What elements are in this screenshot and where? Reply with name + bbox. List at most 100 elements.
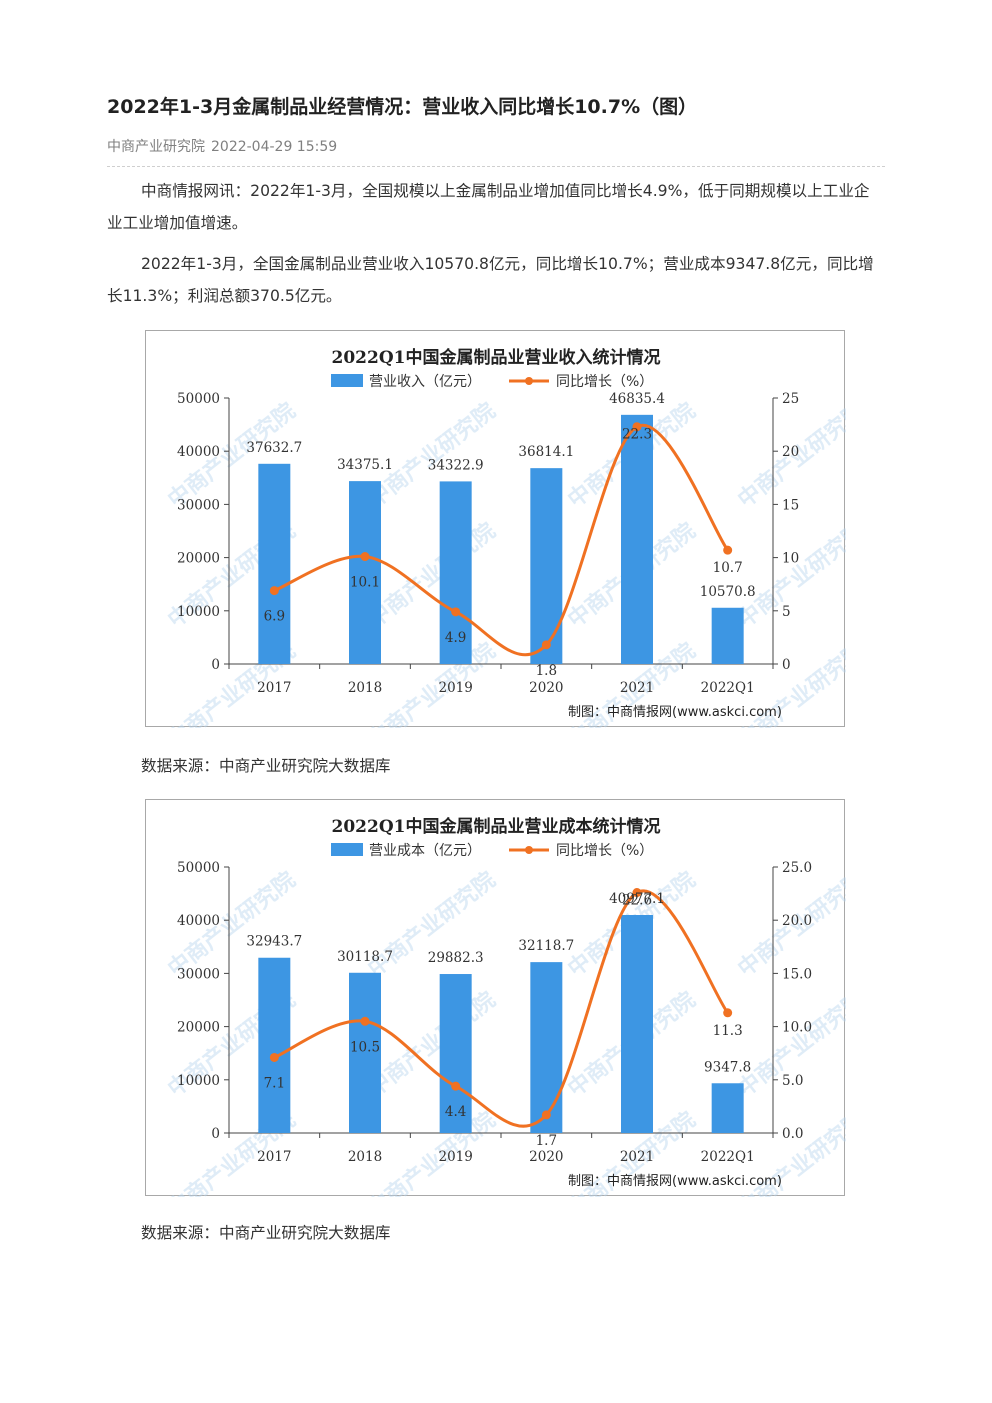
- bar: [439, 481, 472, 664]
- y-right-tick-label: 25: [782, 391, 799, 407]
- line-data-label: 1.7: [536, 1133, 557, 1149]
- bar: [621, 414, 653, 664]
- growth-point: [360, 552, 370, 562]
- y-left-tick-label: 10000: [177, 1073, 220, 1089]
- bar: [711, 607, 744, 664]
- chart-title: 2022Q1中国金属制品业营业成本统计情况: [332, 816, 661, 837]
- line-data-label: 4.9: [445, 630, 466, 646]
- legend-marker-line: [525, 846, 533, 854]
- bar-data-label: 40977.1: [609, 891, 665, 907]
- y-right-tick-label: 15: [782, 497, 799, 513]
- growth-point: [451, 607, 461, 617]
- bar-data-label: 34375.1: [337, 457, 393, 473]
- line-data-label: 22.6: [622, 893, 652, 909]
- x-tick-label: 2021: [620, 680, 654, 696]
- chart-title: 2022Q1中国金属制品业营业收入统计情况: [332, 347, 661, 368]
- chart-legend: 营业成本（亿元） 同比增长（%）: [331, 843, 653, 859]
- legend-label-bar: 营业成本（亿元）: [369, 843, 481, 859]
- watermark-9: 中商产业研究院: [363, 638, 500, 728]
- growth-point: [632, 888, 642, 898]
- growth-point: [632, 422, 642, 432]
- y-right-tick-label: 0.0: [782, 1126, 803, 1142]
- bar-data-label: 36814.1: [518, 444, 574, 460]
- line-data-label: 4.4: [445, 1104, 466, 1120]
- growth-point: [541, 1110, 551, 1120]
- x-tick-label: 2019: [438, 1149, 472, 1165]
- line-data-label: 22.3: [622, 427, 652, 443]
- y-right-tick-label: 5: [782, 604, 791, 620]
- y-left-tick-label: 40000: [177, 913, 220, 929]
- line-data-label: 10.5: [350, 1039, 380, 1055]
- y-left-tick-label: 30000: [177, 966, 220, 982]
- bar-data-label: 9347.8: [704, 1059, 751, 1075]
- bar-data-label: 34322.9: [428, 457, 484, 473]
- legend-marker-line: [525, 377, 533, 385]
- growth-point: [269, 586, 279, 596]
- bar: [349, 481, 381, 664]
- y-left-tick-label: 20000: [177, 551, 220, 567]
- bar-data-label: 30118.7: [337, 949, 393, 965]
- y-left-tick-label: 20000: [177, 1020, 220, 1036]
- bar: [258, 463, 291, 664]
- line-data-label: 10.1: [350, 575, 380, 591]
- legend-swatch-bar: [331, 374, 363, 387]
- y-right-tick-label: 10: [782, 551, 799, 567]
- x-tick-label: 2017: [257, 680, 291, 696]
- y-left-tick-label: 50000: [177, 391, 220, 407]
- source-name[interactable]: 中商产业研究院: [107, 139, 205, 155]
- growth-point: [269, 1052, 279, 1062]
- y-right-tick-label: 25.0: [782, 860, 812, 876]
- watermark-5: 中商产业研究院: [363, 987, 500, 1102]
- line-data-label: 6.9: [264, 609, 285, 625]
- x-tick-label: 2022Q1: [701, 680, 755, 696]
- y-left-tick-label: 0: [211, 1126, 220, 1142]
- y-right-tick-label: 20.0: [782, 913, 812, 929]
- bar-data-label: 37632.7: [246, 440, 302, 456]
- y-left-tick-label: 10000: [177, 604, 220, 620]
- bar-data-label: 29882.3: [428, 950, 484, 966]
- line-data-label: 11.3: [713, 1023, 743, 1039]
- paragraph-figures: 2022年1-3月，全国金属制品业营业收入10570.8亿元，同比增长10.7%…: [107, 255, 874, 305]
- divider: [107, 166, 885, 167]
- watermark-5: 中商产业研究院: [363, 518, 500, 633]
- y-right-tick-label: 20: [782, 444, 799, 460]
- bar-data-label: 46835.4: [609, 391, 665, 407]
- article-meta: 中商产业研究院 2022-04-29 15:59: [107, 136, 337, 156]
- legend-label-line: 同比增长（%）: [556, 843, 653, 859]
- x-tick-label: 2021: [620, 1149, 654, 1165]
- bar: [530, 468, 563, 664]
- x-tick-label: 2018: [348, 1149, 382, 1165]
- revenue-chart: 中商产业研究院 中商产业研究院 中商产业研究院 中商产业研究院 中商产业研究院 中商产业研…: [145, 330, 846, 728]
- bar: [439, 974, 472, 1133]
- x-tick-label: 2020: [529, 680, 563, 696]
- chart-credit: 制图：中商情报网(www.askci.com): [568, 705, 782, 720]
- bar: [349, 972, 381, 1133]
- x-tick-label: 2022Q1: [701, 1149, 755, 1165]
- bar: [530, 962, 563, 1133]
- legend-label-line: 同比增长（%）: [556, 374, 653, 390]
- chart-legend: 营业收入（亿元） 同比增长（%）: [331, 374, 653, 390]
- growth-point: [723, 1008, 733, 1018]
- cost-chart: 中商产业研究院 中商产业研究院 中商产业研究院 中商产业研究院 中商产业研究院 中商产业研…: [145, 799, 846, 1197]
- y-right-tick-label: 10.0: [782, 1020, 812, 1036]
- y-left-tick-label: 50000: [177, 860, 220, 876]
- chart-credit: 制图：中商情报网(www.askci.com): [568, 1174, 782, 1189]
- legend-label-bar: 营业收入（亿元）: [369, 374, 481, 390]
- bar: [711, 1083, 744, 1133]
- article-title: 2022年1-3月金属制品业经营情况：营业收入同比增长10.7%（图）: [107, 96, 698, 118]
- growth-point: [723, 545, 733, 555]
- watermark-9: 中商产业研究院: [363, 1107, 500, 1197]
- line-data-label: 1.8: [536, 663, 557, 679]
- publish-datetime: 2022-04-29 15:59: [211, 139, 338, 155]
- bar-data-label: 32943.7: [246, 934, 302, 950]
- y-right-tick-label: 5.0: [782, 1073, 803, 1089]
- growth-point: [360, 1016, 370, 1026]
- y-right-tick-label: 0: [782, 657, 791, 673]
- line-data-label: 10.7: [713, 560, 743, 576]
- y-left-tick-label: 40000: [177, 444, 220, 460]
- bar-data-label: 10570.8: [700, 584, 756, 600]
- bar: [258, 957, 291, 1133]
- growth-point: [541, 640, 551, 650]
